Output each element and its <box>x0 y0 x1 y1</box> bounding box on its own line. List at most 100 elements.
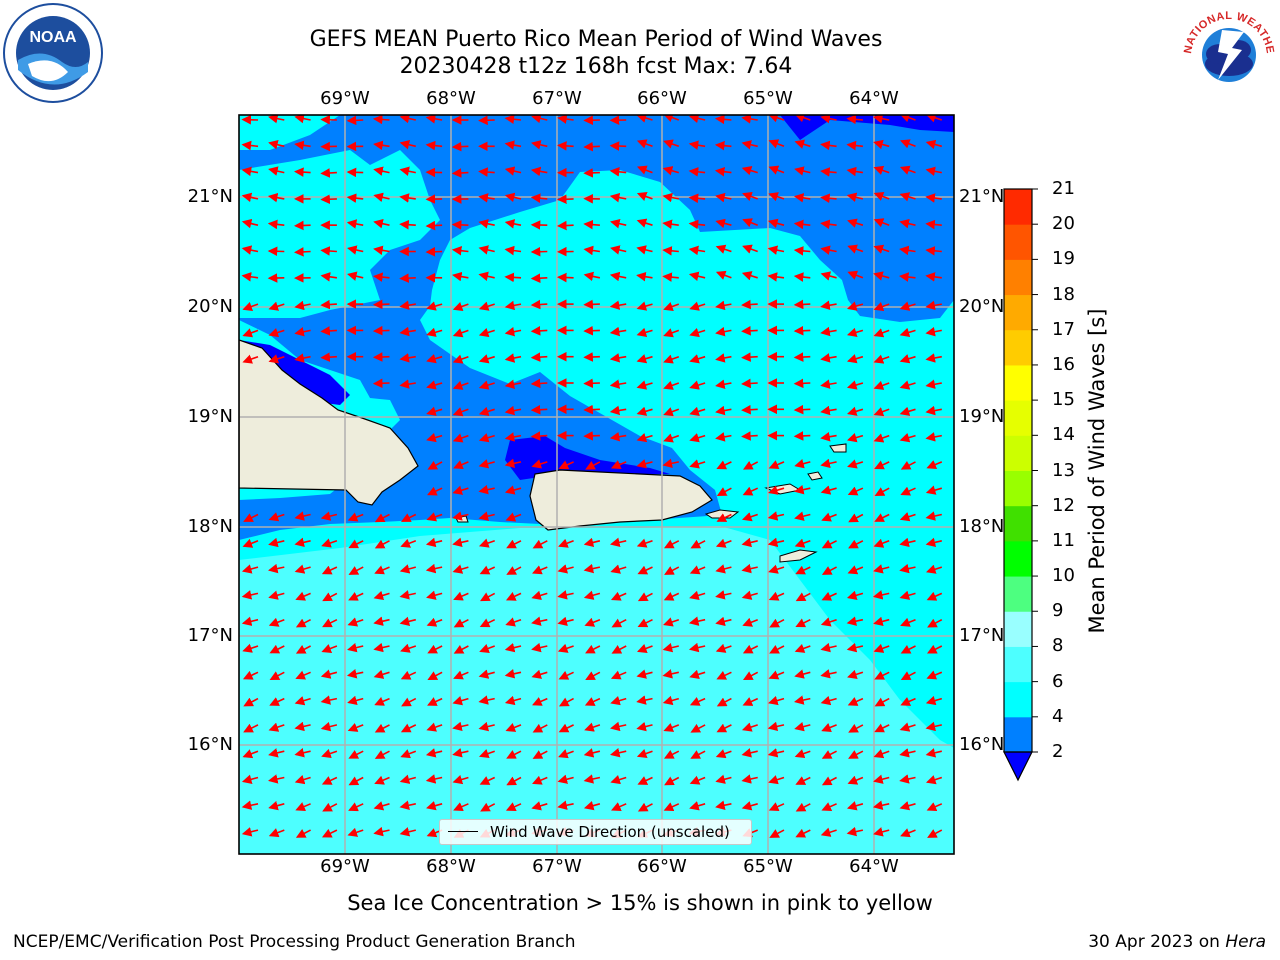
wind-wave-arrow <box>847 218 864 228</box>
wind-wave-arrow <box>267 219 285 230</box>
wind-wave-arrow <box>452 485 469 495</box>
wind-wave-arrow <box>820 827 837 837</box>
wind-wave-arrow <box>900 617 916 627</box>
wind-wave-arrow <box>768 485 785 495</box>
wind-wave-arrow <box>741 271 758 281</box>
wind-wave-arrow <box>242 538 259 548</box>
wind-wave-arrow <box>583 404 600 415</box>
wind-wave-arrow <box>873 380 890 390</box>
wind-wave-arrow <box>689 801 706 811</box>
wind-wave-arrow <box>348 566 364 575</box>
wind-wave-arrow <box>452 748 469 758</box>
wind-wave-arrow <box>636 301 653 311</box>
wind-wave-arrow <box>585 460 601 470</box>
wind-wave-arrow <box>426 406 443 416</box>
wind-wave-arrow <box>636 433 653 443</box>
wind-wave-arrow <box>821 539 837 549</box>
wind-wave-arrow <box>925 219 942 230</box>
wind-wave-arrow <box>637 776 653 785</box>
wind-wave-arrow <box>611 802 627 811</box>
wind-wave-arrow <box>241 245 259 255</box>
wind-wave-arrow <box>636 354 653 364</box>
wind-wave-arrow <box>346 669 364 679</box>
wind-wave-arrow <box>925 166 942 177</box>
wind-wave-arrow <box>425 140 443 151</box>
wind-wave-arrow <box>242 354 259 364</box>
wind-wave-arrow <box>795 592 811 602</box>
wind-wave-arrow <box>478 167 495 177</box>
wind-wave-arrow <box>793 299 811 310</box>
period-6-8-region <box>239 526 954 854</box>
wind-wave-arrow <box>636 459 653 469</box>
wind-wave-arrow <box>741 537 758 548</box>
wind-wave-arrow <box>610 460 627 470</box>
wind-wave-arrow <box>425 563 443 574</box>
wind-wave-arrow <box>662 695 680 706</box>
wind-wave-arrow <box>874 697 890 707</box>
wind-wave-arrow <box>767 218 785 229</box>
wind-wave-arrow <box>714 140 732 151</box>
wind-wave-arrow <box>716 697 732 707</box>
wind-wave-arrow <box>662 272 679 282</box>
bottom-lon-tick: 66°W <box>637 856 687 877</box>
wind-wave-arrow <box>320 246 337 256</box>
period-4-6-region <box>239 150 440 318</box>
wind-wave-arrow <box>900 460 916 470</box>
wind-wave-arrow <box>769 829 785 838</box>
wind-wave-arrow <box>925 139 943 150</box>
wind-wave-arrow <box>267 192 285 203</box>
wind-wave-arrow <box>610 748 627 758</box>
wind-wave-arrow <box>478 511 495 521</box>
wind-wave-arrow <box>399 300 416 310</box>
legend-label: Wind Wave Direction (unscaled) <box>490 823 730 841</box>
wind-wave-arrow <box>794 643 811 653</box>
wind-wave-arrow <box>478 219 495 229</box>
wind-wave-arrow <box>848 723 864 733</box>
wind-wave-arrow <box>899 537 916 548</box>
wind-wave-arrow <box>793 246 811 256</box>
wind-wave-arrow <box>242 749 259 759</box>
noaa-logo: NOAA <box>3 3 103 103</box>
left-lat-tick: 16°N <box>187 734 233 755</box>
wind-wave-arrow <box>742 644 759 654</box>
colorbar-tick-label: 15 <box>1052 389 1075 411</box>
wind-wave-arrow <box>530 193 548 203</box>
wind-wave-arrow <box>294 353 311 363</box>
wind-wave-arrow <box>689 459 706 469</box>
wind-wave-arrow <box>847 565 864 575</box>
wind-wave-arrow <box>900 486 916 496</box>
wind-wave-arrow <box>715 244 732 254</box>
wind-wave-arrow <box>479 643 495 653</box>
wind-wave-arrow <box>794 166 811 176</box>
wind-wave-arrow <box>925 485 943 495</box>
wind-wave-arrow <box>426 590 443 600</box>
colorbar-tick-label: 19 <box>1052 248 1075 270</box>
footer-date-text: 30 Apr 2023 on <box>1088 932 1226 952</box>
wind-wave-arrow <box>636 538 653 548</box>
wind-wave-arrow <box>452 354 469 364</box>
wind-wave-arrow <box>426 512 443 522</box>
wind-wave-arrow <box>583 219 600 230</box>
wind-wave-arrow <box>663 539 680 549</box>
colorbar-tick-label: 13 <box>1052 459 1075 481</box>
wind-wave-arrow <box>663 407 680 417</box>
wind-wave-arrow <box>662 642 679 653</box>
wind-wave-arrow <box>767 748 785 758</box>
wind-wave-arrow <box>374 696 390 706</box>
wind-wave-arrow <box>609 141 627 151</box>
wind-wave-arrow <box>504 642 522 653</box>
wind-wave-arrow <box>925 511 942 521</box>
left-lat-tick: 18°N <box>187 516 233 537</box>
colorbar-tick-label: 2 <box>1052 741 1064 762</box>
wind-wave-arrow <box>583 299 600 310</box>
wind-wave-arrow <box>294 511 311 521</box>
wind-wave-arrow <box>373 140 390 151</box>
wind-wave-arrow <box>320 299 337 310</box>
wind-wave-arrow <box>873 165 890 175</box>
wind-wave-arrow <box>846 140 863 151</box>
wind-wave-arrow <box>426 380 443 390</box>
wind-wave-arrow <box>505 512 522 522</box>
wind-wave-arrow <box>715 326 732 337</box>
wind-wave-arrow <box>741 140 758 150</box>
